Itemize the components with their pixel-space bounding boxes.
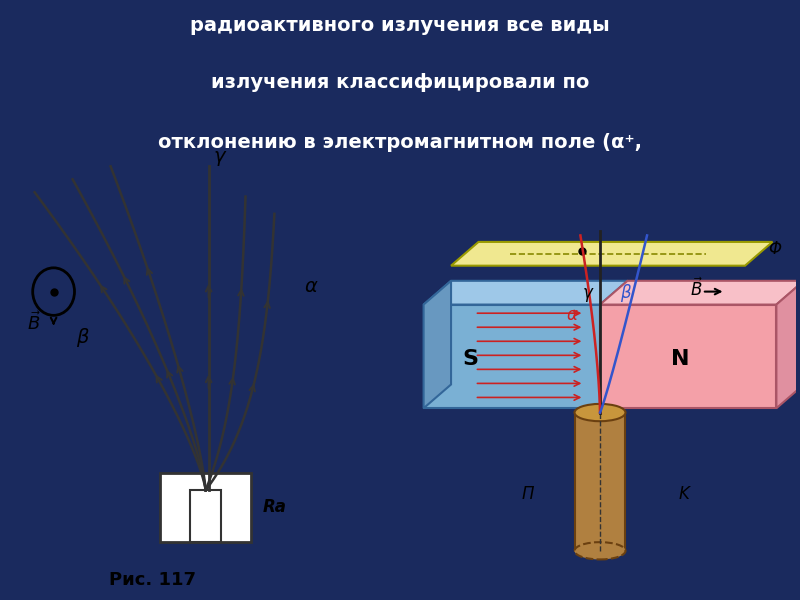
Bar <box>160 473 251 542</box>
Polygon shape <box>424 281 451 408</box>
Text: β: β <box>77 328 89 347</box>
Text: α: α <box>566 305 578 323</box>
Text: S: S <box>462 349 478 369</box>
Bar <box>190 490 221 542</box>
Bar <box>574 413 626 551</box>
Ellipse shape <box>574 542 626 559</box>
Text: α: α <box>304 277 318 296</box>
Text: излучения классифицировали по: излучения классифицировали по <box>211 73 589 92</box>
Polygon shape <box>451 242 773 266</box>
Polygon shape <box>600 281 800 305</box>
Text: γ: γ <box>213 147 225 166</box>
Ellipse shape <box>574 404 626 421</box>
Text: $\vec{B}$: $\vec{B}$ <box>27 311 41 334</box>
Text: N: N <box>670 349 689 369</box>
Text: Ra: Ra <box>262 498 286 516</box>
Polygon shape <box>424 305 600 408</box>
Text: K: K <box>678 485 690 503</box>
Text: отклонению в электромагнитном поле (α⁺,: отклонению в электромагнитном поле (α⁺, <box>158 133 642 152</box>
Text: радиоактивного излучения все виды: радиоактивного излучения все виды <box>190 16 610 35</box>
Text: П: П <box>522 485 534 503</box>
Polygon shape <box>424 281 627 305</box>
Polygon shape <box>777 281 800 408</box>
Text: γ: γ <box>582 284 592 302</box>
Polygon shape <box>600 305 777 408</box>
Text: β: β <box>620 284 630 302</box>
Text: $\vec{B}$: $\vec{B}$ <box>690 277 703 300</box>
Text: Φ: Φ <box>769 240 782 258</box>
Text: Рис. 117: Рис. 117 <box>109 571 196 589</box>
